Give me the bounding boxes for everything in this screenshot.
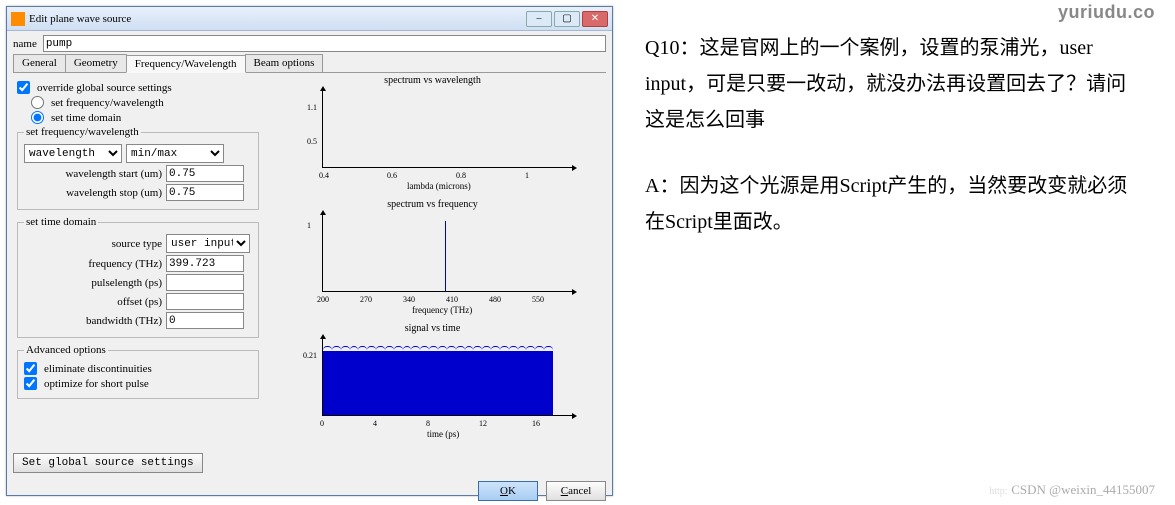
- mode-time-label: set time domain: [51, 112, 121, 124]
- chart3-title: signal vs time: [267, 323, 598, 334]
- chart2-xtick: 410: [446, 295, 458, 304]
- window-title: Edit plane wave source: [29, 13, 131, 25]
- question-text: Q10：这是官网上的一个案例，设置的泵浦光，user input，可是只要一改动…: [645, 30, 1145, 138]
- advanced-group-legend: Advanced options: [24, 344, 108, 356]
- elim-disc-label: eliminate discontinuities: [44, 363, 152, 375]
- mode-freq-label: set frequency/wavelength: [51, 97, 164, 109]
- ok-button[interactable]: OK: [478, 481, 538, 501]
- chart1-xtick: 1: [525, 171, 529, 180]
- chart3-xtick: 16: [532, 419, 540, 428]
- form-panel: override global source settings set freq…: [13, 73, 263, 451]
- chart1-xlabel: lambda (microns): [407, 181, 471, 191]
- tab-beam-options[interactable]: Beam options: [245, 54, 324, 72]
- chart2-xtick: 270: [360, 295, 372, 304]
- chart2-xtick: 550: [532, 295, 544, 304]
- bandwidth-input[interactable]: [166, 312, 244, 329]
- name-label: name: [13, 38, 37, 50]
- titlebar: Edit plane wave source – ▢ ✕: [7, 7, 612, 31]
- tab-content: override global source settings set freq…: [13, 73, 606, 451]
- offset-label: offset (ps): [24, 296, 162, 308]
- minimize-button[interactable]: –: [526, 11, 552, 27]
- chart2-ytick: 1: [281, 221, 311, 230]
- name-input[interactable]: [43, 35, 606, 52]
- chart2-xlabel: frequency (THz): [412, 305, 472, 315]
- chart-signal-time: signal vs time 0.21 0 4 8 12: [267, 321, 598, 445]
- frequency-input[interactable]: [166, 255, 244, 272]
- advanced-group: Advanced options eliminate discontinuiti…: [17, 344, 259, 399]
- wl-stop-label: wavelength stop (um): [24, 187, 162, 199]
- opt-short-checkbox[interactable]: [24, 377, 37, 390]
- app-icon: [11, 12, 25, 26]
- time-group-legend: set time domain: [24, 216, 98, 228]
- chart3-xtick: 0: [320, 419, 324, 428]
- watermark-top: yuriudu.co: [1058, 2, 1155, 23]
- tab-general[interactable]: General: [13, 54, 66, 72]
- elim-disc-checkbox[interactable]: [24, 362, 37, 375]
- set-global-button[interactable]: Set global source settings: [13, 453, 203, 473]
- chart3-signal: [323, 351, 553, 415]
- chart3-xtick: 8: [426, 419, 430, 428]
- source-type-label: source type: [24, 238, 162, 250]
- chart3-xtick: 12: [479, 419, 487, 428]
- wl-start-label: wavelength start (um): [24, 168, 162, 180]
- chart2-peak: [445, 221, 446, 291]
- maximize-button[interactable]: ▢: [554, 11, 580, 27]
- freq-group-legend: set frequency/wavelength: [24, 126, 141, 138]
- source-type-select[interactable]: user input: [166, 234, 250, 253]
- freq-type-select[interactable]: wavelength: [24, 144, 122, 163]
- freq-range-select[interactable]: min/max: [126, 144, 224, 163]
- mode-freq-radio[interactable]: [31, 96, 44, 109]
- chart1-ytick: 1.1: [287, 103, 317, 112]
- chart1-xtick: 0.4: [319, 171, 329, 180]
- chart2-xtick: 200: [317, 295, 329, 304]
- override-checkbox[interactable]: [17, 81, 30, 94]
- chart2-xaxis: [322, 291, 572, 292]
- tab-frequency-wavelength[interactable]: Frequency/Wavelength: [126, 55, 246, 73]
- override-label: override global source settings: [37, 82, 172, 94]
- time-group: set time domain source type user input f…: [17, 216, 259, 338]
- freq-group: set frequency/wavelength wavelength min/…: [17, 126, 259, 210]
- frequency-label: frequency (THz): [24, 258, 162, 270]
- wl-start-input[interactable]: [166, 165, 244, 182]
- tab-bar: General Geometry Frequency/Wavelength Be…: [13, 54, 606, 73]
- opt-short-label: optimize for short pulse: [44, 378, 149, 390]
- chart3-xaxis: [322, 415, 572, 416]
- pulselength-input[interactable]: [166, 274, 244, 291]
- chart1-ytick: 0.5: [287, 137, 317, 146]
- bandwidth-label: bandwidth (THz): [24, 315, 162, 327]
- chart2-xtick: 340: [403, 295, 415, 304]
- chart3-xtick: 4: [373, 419, 377, 428]
- chart-spectrum-frequency: spectrum vs frequency 1 200 270 340 410 …: [267, 197, 598, 321]
- chart3-wave-top: [323, 346, 553, 353]
- chart2-yaxis: [322, 215, 323, 291]
- mode-time-radio[interactable]: [31, 111, 44, 124]
- dialog-buttons: OK Cancel: [7, 477, 612, 505]
- chart-spectrum-wavelength: spectrum vs wavelength 0.5 1.1 0.4 0.6 0…: [267, 73, 598, 197]
- watermark-bottom: http: CSDN @weixin_44155007: [989, 482, 1155, 498]
- charts-panel: spectrum vs wavelength 0.5 1.1 0.4 0.6 0…: [263, 73, 598, 451]
- chart1-xtick: 0.8: [456, 171, 466, 180]
- offset-input[interactable]: [166, 293, 244, 310]
- chart1-yaxis: [322, 91, 323, 167]
- dialog-window: Edit plane wave source – ▢ ✕ name Genera…: [6, 6, 613, 496]
- chart1-title: spectrum vs wavelength: [267, 75, 598, 86]
- chart3-xlabel: time (ps): [427, 429, 459, 439]
- chart2-title: spectrum vs frequency: [267, 199, 598, 210]
- qa-panel: Q10：这是官网上的一个案例，设置的泵浦光，user input，可是只要一改动…: [615, 0, 1175, 504]
- answer-text: A：因为这个光源是用Script产生的，当然要改变就必须在Script里面改。: [645, 168, 1145, 240]
- cancel-button[interactable]: Cancel: [546, 481, 606, 501]
- chart2-xtick: 480: [489, 295, 501, 304]
- chart1-xtick: 0.6: [387, 171, 397, 180]
- close-button[interactable]: ✕: [582, 11, 608, 27]
- chart1-xaxis: [322, 167, 572, 168]
- wl-stop-input[interactable]: [166, 184, 244, 201]
- chart3-ytick: 0.21: [287, 351, 317, 360]
- pulselength-label: pulselength (ps): [24, 277, 162, 289]
- tab-geometry[interactable]: Geometry: [65, 54, 127, 72]
